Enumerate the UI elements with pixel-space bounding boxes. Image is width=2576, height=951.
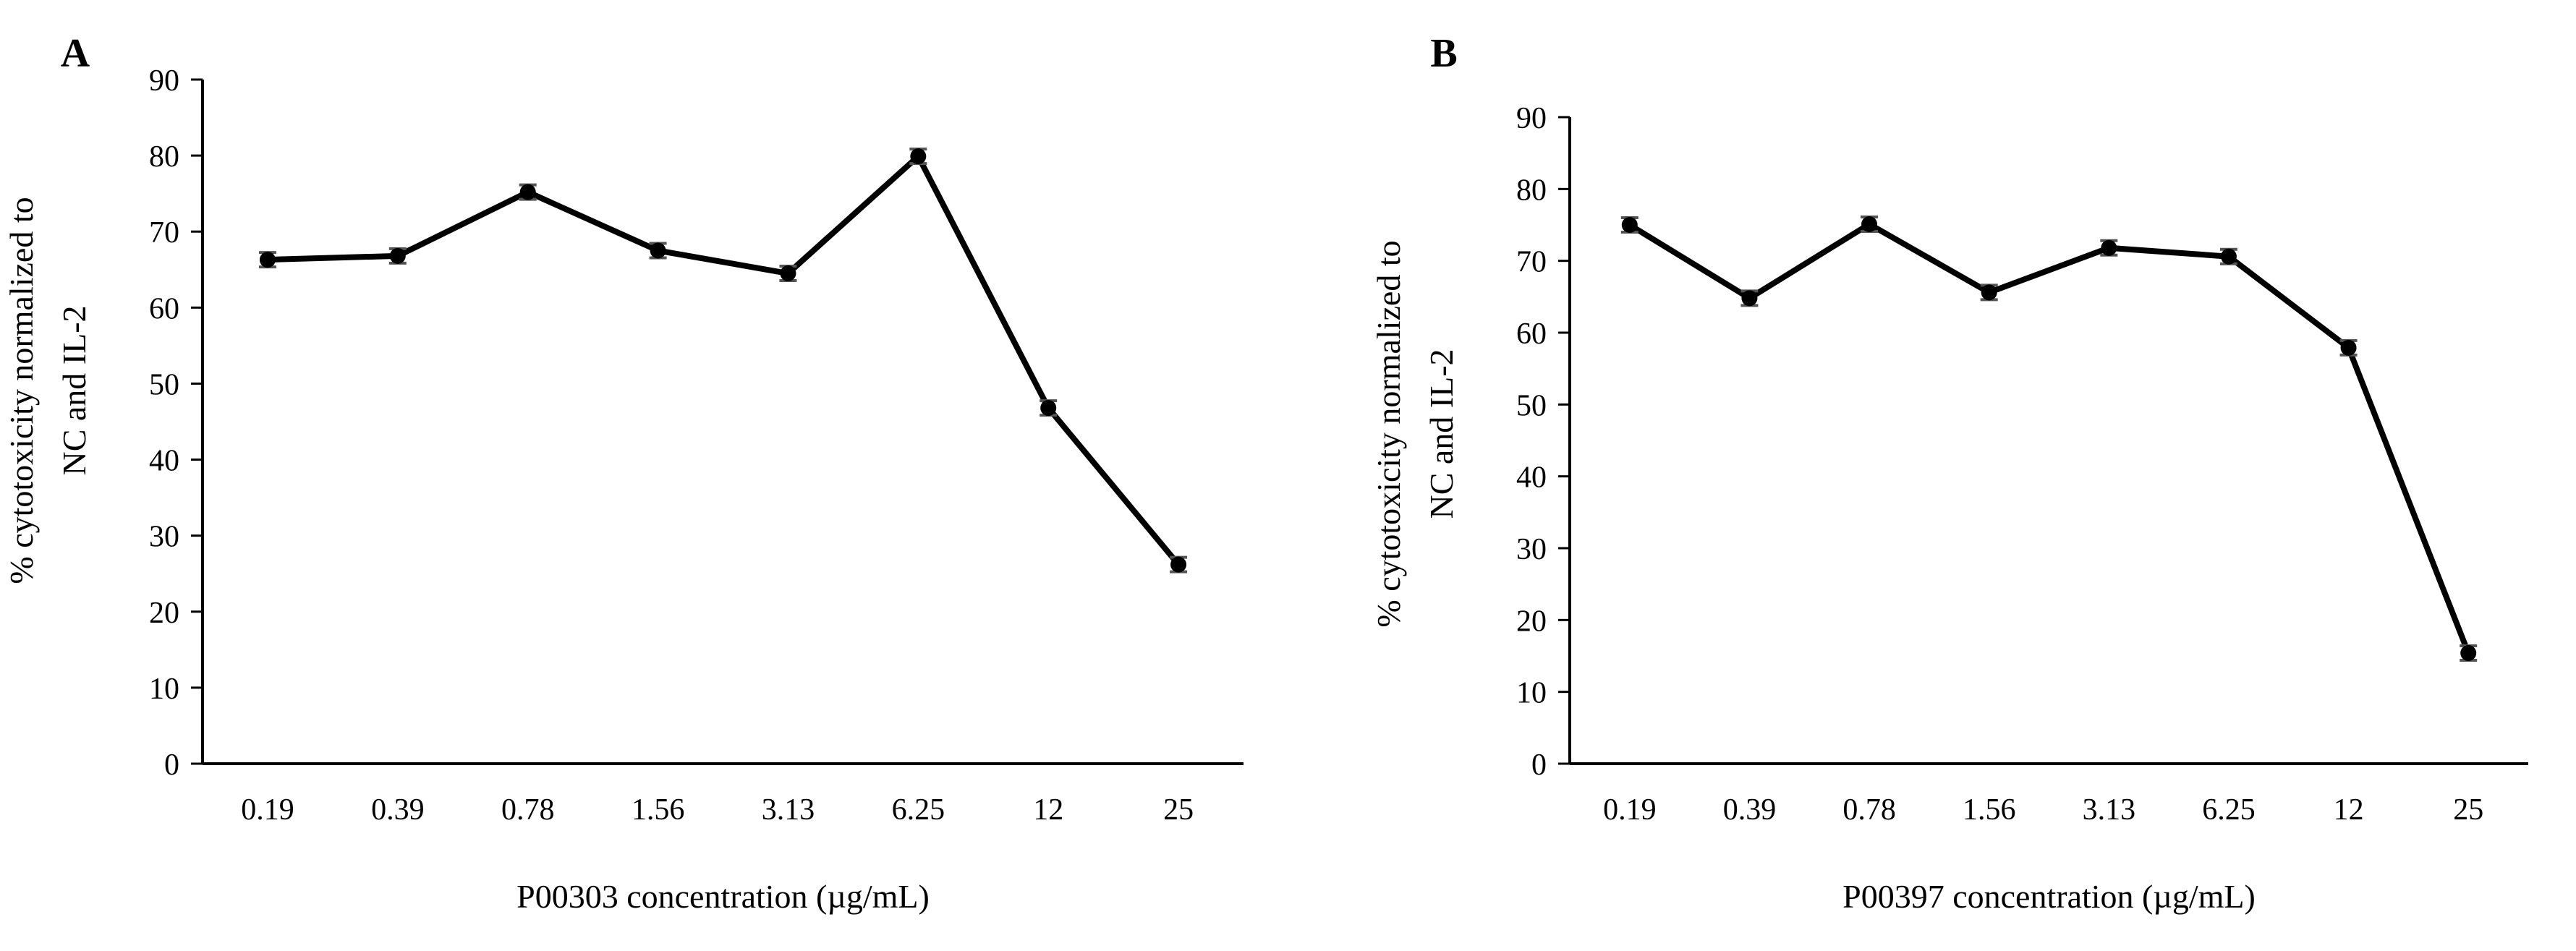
x-tick-label: 0.78 bbox=[501, 793, 555, 827]
x-tick-label: 12 bbox=[2334, 793, 2364, 827]
data-point bbox=[1861, 216, 1878, 233]
data-point bbox=[910, 148, 927, 165]
data-point bbox=[780, 265, 796, 282]
data-point bbox=[2460, 645, 2477, 662]
y-tick-label: 0 bbox=[164, 749, 179, 782]
x-tick-label: 0.19 bbox=[1603, 793, 1657, 827]
y-tick-label: 60 bbox=[149, 292, 179, 325]
y-axis-title-line-2: NC and IL-2 bbox=[1423, 349, 1460, 519]
x-tick-label: 12 bbox=[1033, 793, 1063, 827]
x-axis-title: P00397 concentration (µg/mL) bbox=[1842, 878, 2256, 915]
data-point bbox=[259, 252, 276, 268]
y-tick-label: 30 bbox=[149, 521, 179, 554]
y-tick-label: 30 bbox=[1516, 533, 1547, 566]
y-tick-label: 70 bbox=[1516, 246, 1547, 279]
data-point bbox=[1981, 284, 1997, 301]
y-tick-label: 40 bbox=[1516, 461, 1547, 495]
y-tick-label: 60 bbox=[1516, 317, 1547, 351]
y-axis-title-line-1: % cytotoxicity normalized to bbox=[1370, 240, 1407, 627]
y-tick-label: 50 bbox=[149, 368, 179, 401]
x-tick-label: 6.25 bbox=[892, 793, 945, 827]
y-tick-label: 80 bbox=[149, 140, 179, 174]
x-tick-label: 0.78 bbox=[1842, 793, 1896, 827]
panel-label: A bbox=[61, 31, 90, 76]
x-tick-label: 0.19 bbox=[241, 793, 294, 827]
data-point bbox=[389, 247, 406, 264]
data-point bbox=[1040, 400, 1057, 417]
panel-label: B bbox=[1430, 31, 1457, 76]
y-tick-label: 20 bbox=[1516, 605, 1547, 638]
y-tick-label: 70 bbox=[149, 216, 179, 250]
data-point bbox=[2220, 248, 2237, 265]
y-tick-label: 10 bbox=[149, 673, 179, 706]
x-axis-title: P00303 concentration (µg/mL) bbox=[517, 878, 930, 915]
y-tick-label: 50 bbox=[1516, 389, 1547, 422]
y-axis-title-line-1: % cytotoxicity normalized to bbox=[3, 197, 40, 584]
series-line bbox=[1628, 221, 2471, 654]
y-tick-label: 20 bbox=[149, 597, 179, 630]
chart-panel-a: A 0 10 20 30 40 50 60 70 80 90 0.19 0.39 0.78 1.56 3.13… bbox=[3, 31, 1244, 915]
x-tick-label: 6.25 bbox=[2202, 793, 2256, 827]
series-line bbox=[267, 153, 1181, 567]
data-point bbox=[2340, 339, 2357, 356]
data-point bbox=[1170, 556, 1187, 573]
chart-panel-b: B 0 10 20 30 40 50 60 70 80 90 0.19 0.39 0.78 1.56 3.13… bbox=[1370, 31, 2528, 915]
x-tick-label: 25 bbox=[2453, 793, 2483, 827]
data-point bbox=[650, 242, 666, 259]
data-point bbox=[2101, 239, 2117, 256]
y-tick-label: 90 bbox=[1516, 102, 1547, 135]
y-tick-label: 10 bbox=[1516, 677, 1547, 710]
data-point bbox=[1621, 217, 1638, 233]
y-tick-label: 90 bbox=[149, 64, 179, 98]
y-axis-title-line-2: NC and IL-2 bbox=[56, 305, 93, 475]
x-tick-label: 3.13 bbox=[762, 793, 815, 827]
y-tick-label: 0 bbox=[1531, 749, 1547, 782]
x-tick-label: 0.39 bbox=[371, 793, 425, 827]
x-tick-label: 1.56 bbox=[1963, 793, 2016, 827]
data-point bbox=[519, 184, 536, 200]
data-point bbox=[1741, 290, 1758, 307]
x-tick-label: 0.39 bbox=[1723, 793, 1777, 827]
x-tick-label: 1.56 bbox=[632, 793, 685, 827]
x-tick-label: 3.13 bbox=[2083, 793, 2136, 827]
y-tick-label: 40 bbox=[149, 445, 179, 478]
x-tick-label: 25 bbox=[1163, 793, 1194, 827]
y-tick-label: 80 bbox=[1516, 174, 1547, 207]
